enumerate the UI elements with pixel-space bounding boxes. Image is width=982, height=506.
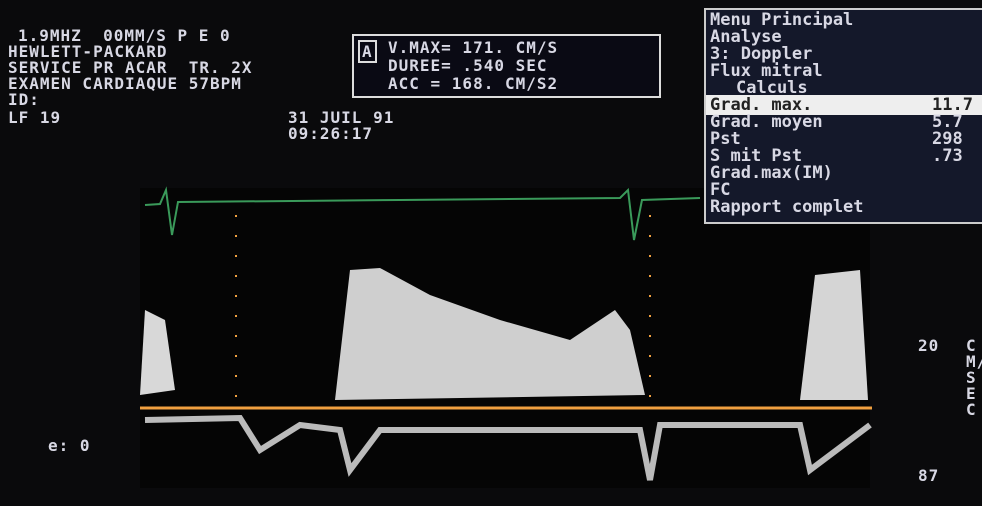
result-label[interactable]: S mit Pst <box>710 146 803 166</box>
result-label[interactable]: Pst <box>710 129 741 149</box>
marker: A <box>358 40 377 63</box>
menu-item[interactable]: Calculs <box>736 78 808 98</box>
menu-item[interactable]: FC <box>710 180 731 200</box>
menu-item[interactable]: Grad.max(IM) <box>710 163 833 183</box>
scale-unit: CM/SEC <box>966 336 982 419</box>
result-value: 11.7 <box>932 95 973 115</box>
header-line: HEWLETT-PACKARD <box>8 42 168 61</box>
header-line: 1.9MHZ 00MM/S P E 0 <box>18 26 231 45</box>
date: 31 JUIL 91 <box>288 108 395 127</box>
doppler-flow <box>800 270 868 400</box>
menu-item[interactable]: Menu Principal <box>710 10 854 30</box>
menu-item[interactable]: Rapport complet <box>710 197 864 217</box>
menu: Menu Principal Analyse 3: Doppler Flux mitr… <box>704 8 982 224</box>
header-line: ID: <box>8 90 40 109</box>
scale-top: 20 <box>918 336 940 355</box>
measurement-row: ACC = 168. CM/S2 <box>388 74 559 93</box>
menu-item[interactable]: 3: Doppler <box>710 44 813 64</box>
reverse-flow <box>144 414 872 481</box>
result-label[interactable]: Grad. max. <box>706 95 982 115</box>
header-line: EXAMEN CARDIAQUE 57BPM <box>8 74 242 93</box>
ecg-trace <box>144 186 701 241</box>
menu-item[interactable]: Flux mitral <box>710 61 823 81</box>
result-label[interactable]: Grad. moyen <box>710 112 823 132</box>
time: 09:26:17 <box>288 124 374 143</box>
menu-item[interactable]: Analyse <box>710 27 782 47</box>
result-value: 298 <box>932 129 963 149</box>
measurement-row: DUREE= .540 SEC <box>388 56 548 75</box>
scale-bottom: 87 <box>918 466 940 485</box>
header-line: LF 19 <box>8 108 62 127</box>
gain: e: 0 <box>48 436 91 455</box>
doppler-flow <box>335 268 645 400</box>
measurement-box: A V.MAX= 171. CM/S DUREE= .540 SEC ACC =… <box>352 34 661 98</box>
result-value: 5.7 <box>932 112 963 132</box>
header-line: SERVICE PR ACAR TR. 2X <box>8 58 253 77</box>
result-value: .73 <box>932 146 963 166</box>
doppler-flow <box>140 310 175 395</box>
measurement-row: V.MAX= 171. CM/S <box>388 38 559 57</box>
